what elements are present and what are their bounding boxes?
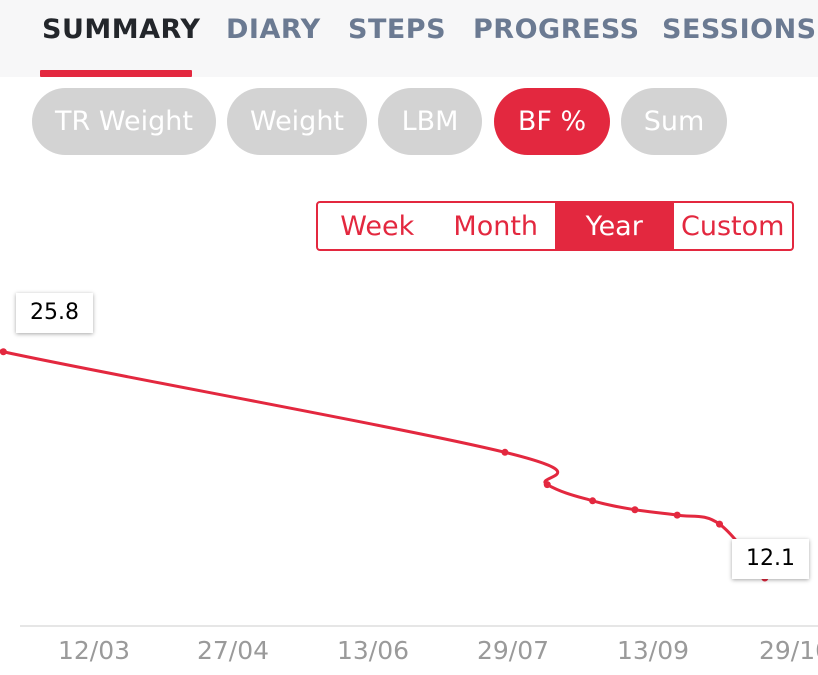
active-tab-indicator	[40, 70, 192, 77]
end-value-label: 12.1	[732, 539, 809, 579]
data-point	[589, 497, 597, 505]
series-points	[0, 348, 769, 582]
data-point	[0, 348, 7, 356]
x-tick-label: 29/07	[476, 636, 550, 665]
data-point	[501, 448, 509, 456]
tab-summary[interactable]: SUMMARY	[42, 14, 201, 45]
x-tick-label: 12/03	[57, 636, 131, 665]
top-tab-bar: SUMMARY DIARY STEPS PROGRESS SESSIONS	[0, 0, 818, 77]
data-point	[716, 520, 723, 528]
metric-bf-percent-button[interactable]: BF %	[494, 88, 610, 155]
x-tick-label: 13/09	[616, 636, 690, 665]
metric-tr-weight-button[interactable]: TR Weight	[32, 88, 216, 155]
range-custom-button[interactable]: Custom	[681, 210, 785, 242]
x-tick-label: 13/06	[336, 636, 410, 665]
tab-sessions[interactable]: SESSIONS	[662, 14, 817, 45]
data-point	[631, 506, 639, 514]
x-tick-label: 27/04	[196, 636, 270, 665]
start-value-label: 25.8	[16, 293, 93, 333]
x-tick-label: 29/10	[758, 636, 818, 665]
tab-diary[interactable]: DIARY	[226, 14, 321, 45]
data-point	[673, 511, 681, 519]
data-point	[543, 481, 551, 489]
range-month-button[interactable]: Month	[453, 210, 539, 242]
series-line	[0, 349, 766, 579]
range-week-button[interactable]: Week	[340, 210, 415, 242]
metric-weight-button[interactable]: Weight	[227, 88, 367, 155]
tab-steps[interactable]: STEPS	[348, 14, 447, 45]
metric-lbm-button[interactable]: LBM	[378, 88, 482, 155]
range-segmented-control: Week Month Year Custom	[316, 201, 794, 251]
range-year-button[interactable]: Year	[555, 203, 674, 249]
tab-progress[interactable]: PROGRESS	[473, 14, 640, 45]
metric-sum-button[interactable]: Sum	[621, 88, 727, 155]
bf-line-chart	[0, 348, 818, 627]
